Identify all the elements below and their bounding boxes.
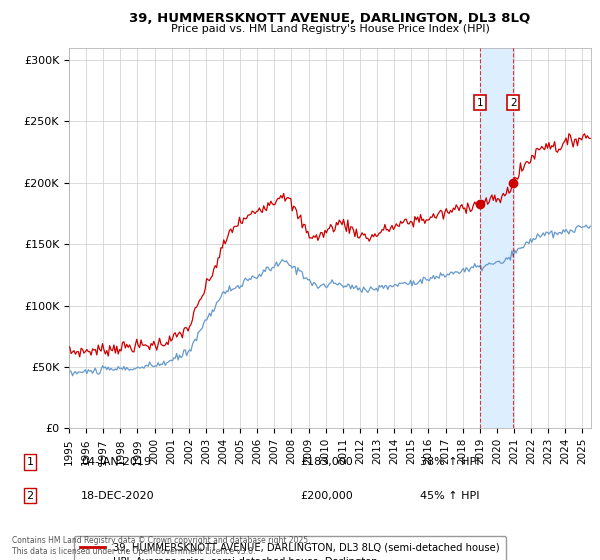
Text: 39, HUMMERSKNOTT AVENUE, DARLINGTON, DL3 8LQ: 39, HUMMERSKNOTT AVENUE, DARLINGTON, DL3… [130, 12, 530, 25]
Text: 18-DEC-2020: 18-DEC-2020 [81, 491, 155, 501]
Legend: 39, HUMMERSKNOTT AVENUE, DARLINGTON, DL3 8LQ (semi-detached house), HPI: Average: 39, HUMMERSKNOTT AVENUE, DARLINGTON, DL3… [74, 536, 506, 560]
Text: 38% ↑ HPI: 38% ↑ HPI [420, 457, 479, 467]
Text: 2: 2 [510, 98, 517, 108]
Text: Price paid vs. HM Land Registry's House Price Index (HPI): Price paid vs. HM Land Registry's House … [170, 24, 490, 34]
Text: 04-JAN-2019: 04-JAN-2019 [81, 457, 151, 467]
Text: 1: 1 [26, 457, 34, 467]
Text: 45% ↑ HPI: 45% ↑ HPI [420, 491, 479, 501]
Text: £200,000: £200,000 [300, 491, 353, 501]
Text: 2: 2 [26, 491, 34, 501]
Text: 1: 1 [476, 98, 483, 108]
Text: Contains HM Land Registry data © Crown copyright and database right 2025.
This d: Contains HM Land Registry data © Crown c… [12, 536, 311, 556]
Bar [480, 48, 513, 428]
Text: £183,000: £183,000 [300, 457, 353, 467]
